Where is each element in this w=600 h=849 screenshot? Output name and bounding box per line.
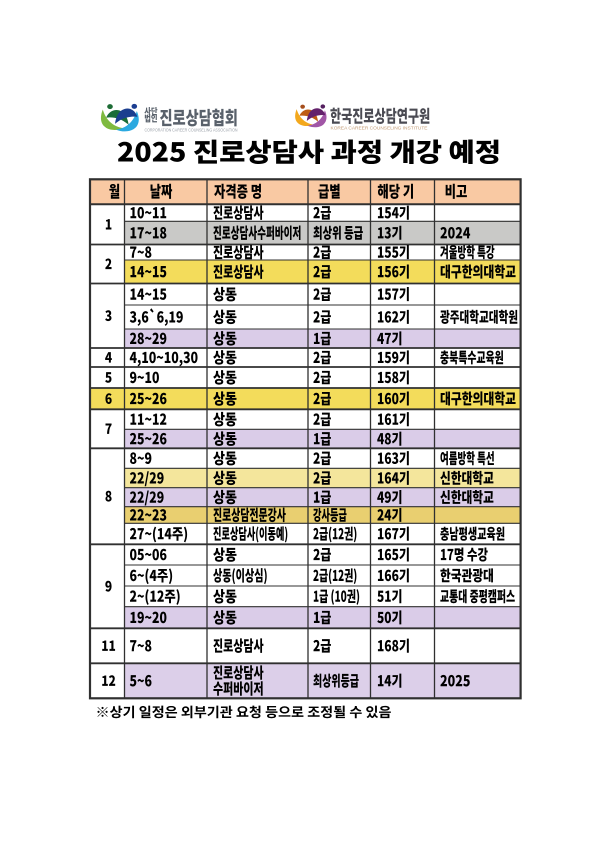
svg-text:KOREA CAREER COUNSELING INSTIT: KOREA CAREER COUNSELING INSTITUTE (331, 125, 428, 130)
svg-text:CORPORATION CAREER COUNSELING: CORPORATION CAREER COUNSELING ASSOCIATIO… (145, 127, 238, 132)
